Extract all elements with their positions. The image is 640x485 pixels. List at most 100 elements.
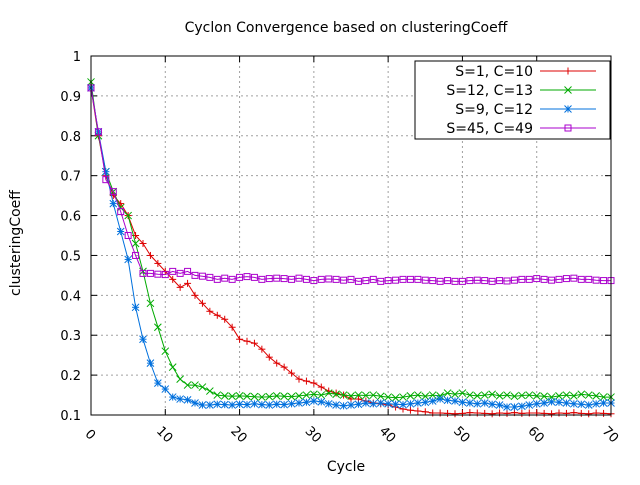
data-point	[206, 401, 214, 409]
data-point	[421, 408, 429, 416]
data-point	[146, 251, 154, 259]
x-tick-label: 70	[599, 424, 621, 446]
data-point	[154, 270, 162, 278]
data-point	[585, 410, 593, 418]
data-point	[548, 276, 556, 284]
legend-box	[414, 60, 611, 140]
data-point	[376, 392, 385, 401]
data-point	[131, 239, 140, 248]
data-point	[570, 399, 578, 408]
data-point	[221, 274, 229, 282]
data-point	[451, 390, 459, 399]
data-point	[458, 277, 466, 285]
data-point	[206, 307, 214, 315]
data-point	[287, 392, 296, 401]
legend-label: S=1, C=10	[455, 64, 533, 80]
data-point	[488, 400, 496, 409]
data-point	[161, 385, 170, 393]
data-point	[168, 393, 177, 401]
data-point	[280, 400, 288, 409]
data-point	[169, 267, 177, 275]
data-point	[473, 276, 481, 284]
x-tick-label: 50	[450, 424, 472, 446]
data-point	[250, 399, 259, 408]
data-point	[213, 400, 222, 409]
data-point	[228, 275, 236, 283]
data-point	[399, 400, 407, 409]
data-point	[577, 409, 585, 417]
x-tick-label: 60	[525, 424, 547, 446]
y-tick-label: 0.7	[60, 170, 81, 185]
data-point	[258, 400, 266, 409]
data-point	[362, 399, 370, 407]
data-point	[406, 399, 415, 408]
data-point	[525, 391, 534, 399]
data-point	[116, 227, 125, 236]
data-point	[198, 299, 206, 307]
data-point	[184, 267, 192, 275]
data-point	[265, 275, 273, 283]
data-point	[354, 391, 363, 399]
data-point	[109, 188, 117, 196]
data-point	[555, 275, 563, 283]
data-point	[518, 391, 526, 400]
data-point	[421, 276, 429, 284]
data-point	[510, 392, 519, 401]
y-tick-label: 0.9	[60, 90, 81, 105]
legend-entry: S=12, C=13	[446, 83, 596, 99]
data-point	[562, 275, 570, 283]
data-point	[421, 398, 430, 407]
data-point	[280, 363, 288, 371]
data-point	[340, 276, 348, 284]
data-point	[139, 269, 147, 277]
data-point	[369, 275, 377, 283]
data-point	[564, 67, 572, 75]
x-axis-label: Cycle	[327, 459, 365, 475]
data-point	[325, 275, 333, 283]
data-point	[310, 397, 318, 405]
data-point	[183, 395, 192, 404]
data-point	[220, 400, 229, 409]
data-point	[302, 377, 310, 385]
data-point	[243, 400, 251, 409]
data-point	[154, 379, 162, 387]
data-point	[495, 391, 504, 400]
data-point	[332, 390, 340, 399]
data-point	[481, 277, 489, 285]
data-point	[414, 275, 422, 283]
data-point	[317, 391, 326, 399]
data-point	[466, 391, 474, 399]
data-point	[198, 272, 206, 280]
data-point	[228, 392, 236, 401]
data-point	[503, 409, 511, 417]
data-point	[488, 277, 496, 285]
data-point	[481, 409, 489, 417]
data-point	[488, 410, 496, 418]
axis-ticks: 0.10.20.30.40.50.60.70.80.910 10 20 30 40 50 6…	[60, 50, 621, 446]
data-point	[533, 275, 541, 283]
data-point	[176, 395, 184, 403]
data-point	[421, 392, 430, 401]
data-point	[191, 291, 199, 299]
data-point	[540, 409, 548, 417]
y-tick-label: 0.4	[60, 289, 81, 304]
data-point	[406, 391, 415, 400]
data-point	[272, 400, 281, 409]
data-point	[444, 277, 452, 285]
data-point	[458, 398, 467, 407]
data-point	[332, 401, 340, 409]
data-point	[191, 271, 199, 279]
data-point	[547, 397, 556, 406]
data-point	[265, 401, 274, 409]
data-point	[495, 401, 504, 409]
legend-entry: S=45, C=49	[446, 121, 596, 137]
data-point	[518, 402, 526, 411]
data-point	[102, 167, 110, 176]
data-point	[347, 275, 355, 283]
y-tick-label: 0.2	[60, 369, 81, 384]
data-point	[458, 409, 466, 417]
data-point	[399, 393, 407, 401]
data-point	[584, 391, 593, 399]
y-tick-label: 1	[73, 50, 81, 65]
data-point	[176, 283, 184, 291]
